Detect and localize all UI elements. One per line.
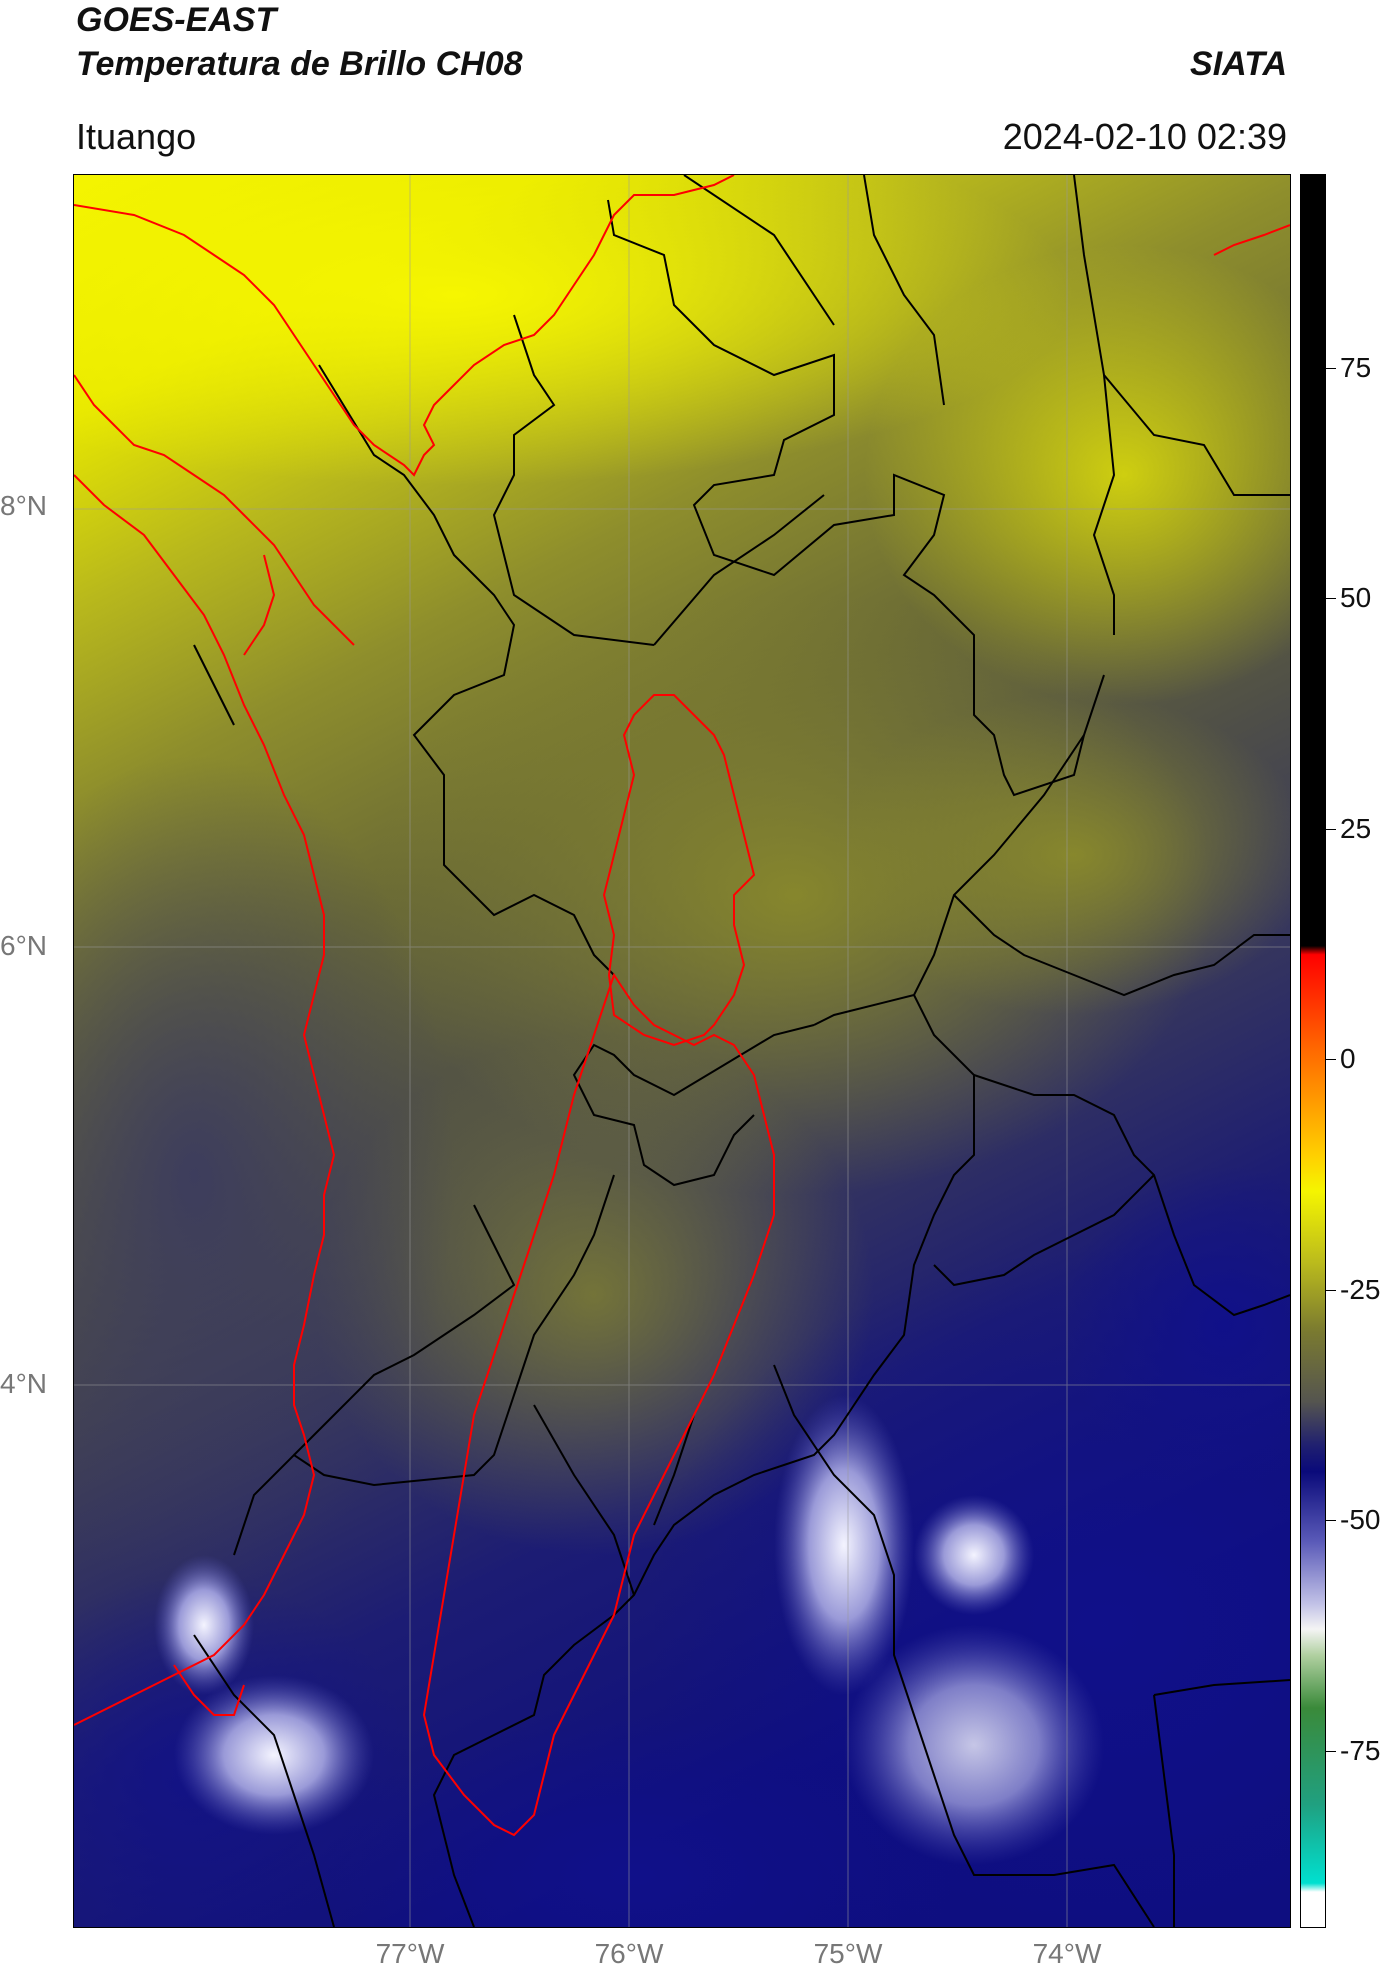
- lon-label-76w: 76°W: [594, 1938, 664, 1969]
- brightness-temperature-map[interactable]: [73, 174, 1291, 1928]
- colorbar-tick-label: 50: [1340, 582, 1372, 613]
- lon-label-75w: 75°W: [813, 1938, 883, 1969]
- lon-label-74w: 74°W: [1032, 1938, 1102, 1969]
- basin-outline-south: [422, 972, 775, 1837]
- colorbar-tick: [1326, 598, 1336, 599]
- colorbar-tick-label: 0: [1340, 1043, 1356, 1074]
- region-label: Ituango: [76, 116, 197, 157]
- colorbar-gradient: [1301, 175, 1325, 1927]
- title-line-2: Temperatura de Brillo CH08: [76, 45, 523, 83]
- lat-label-8n: 8°N: [0, 490, 47, 521]
- colorbar: [1300, 174, 1326, 1928]
- cold-cloud-top: [174, 1675, 374, 1835]
- cold-cloud-top: [154, 1555, 254, 1695]
- basin-outline-ituango: [602, 694, 756, 1047]
- colorbar-tick-label: 75: [1340, 352, 1372, 383]
- map-canvas: [74, 175, 1290, 1927]
- graticule: [74, 175, 1290, 1927]
- colorbar-tick: [1326, 1751, 1336, 1752]
- colorbar-tick-label: 25: [1340, 813, 1372, 844]
- lon-label-77w: 77°W: [375, 1938, 445, 1969]
- colorbar-tick: [1326, 368, 1336, 369]
- organization-label: SIATA: [1190, 45, 1287, 83]
- colorbar-tick-label: -50: [1340, 1504, 1381, 1535]
- colorbar-tick-label: -75: [1340, 1735, 1381, 1766]
- colorbar-tick: [1326, 1290, 1336, 1291]
- cold-area-south: [314, 1715, 954, 1927]
- warm-area-north: [74, 175, 1074, 485]
- cold-cloud-top: [844, 1625, 1104, 1865]
- lat-label-6n: 6°N: [0, 930, 47, 961]
- olive-area-east: [834, 695, 1290, 1015]
- cold-area-east: [1064, 1165, 1290, 1485]
- title-line-1: GOES-EAST: [76, 1, 277, 39]
- coastline-and-basins: [74, 175, 1290, 1837]
- colorbar-tick-label: -25: [1340, 1274, 1381, 1305]
- timestamp-label: 2024-02-10 02:39: [1002, 116, 1287, 157]
- colorbar-tick: [1326, 1520, 1336, 1521]
- department-boundaries: [193, 175, 1290, 1927]
- colorbar-tick: [1326, 829, 1336, 830]
- lat-label-4n: 4°N: [0, 1368, 47, 1399]
- colorbar-tick: [1326, 1059, 1336, 1060]
- cold-cloud-top: [914, 1495, 1034, 1615]
- warm-area-northeast: [864, 245, 1290, 705]
- cold-cloud-top: [774, 1395, 914, 1695]
